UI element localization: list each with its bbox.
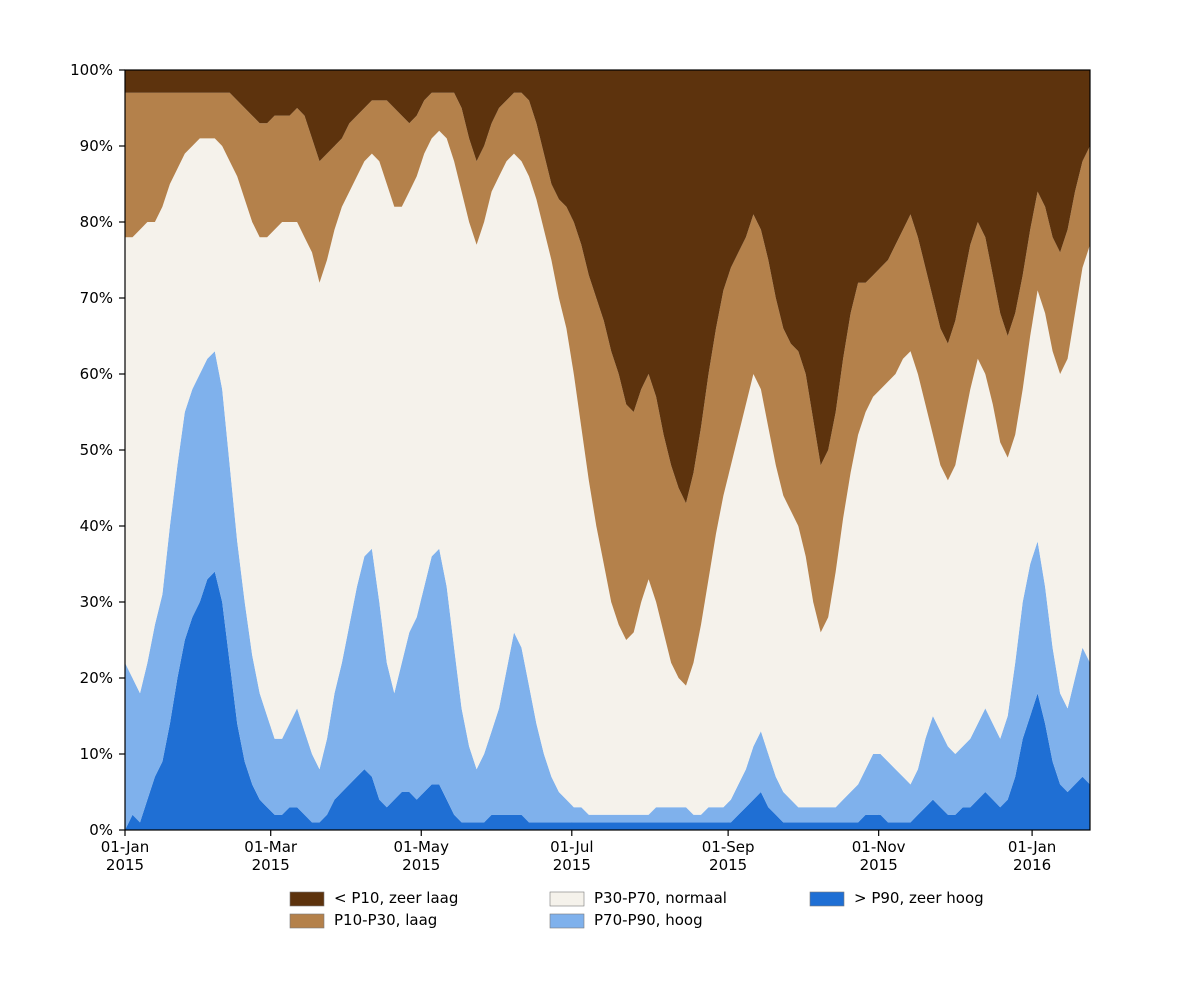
legend-label: P30-P70, normaal xyxy=(594,889,727,907)
legend-swatch xyxy=(290,892,324,906)
y-tick-label: 40% xyxy=(80,517,113,535)
y-tick-label: 20% xyxy=(80,669,113,687)
y-tick-label: 0% xyxy=(89,821,113,839)
legend-label: > P90, zeer hoog xyxy=(854,889,984,907)
y-tick-label: 10% xyxy=(80,745,113,763)
y-tick-label: 100% xyxy=(70,61,113,79)
legend-swatch xyxy=(810,892,844,906)
legend-label: P10-P30, laag xyxy=(334,911,437,929)
x-tick-label-line1: 01-Mar xyxy=(244,838,298,856)
x-tick-label-line2: 2015 xyxy=(106,856,144,874)
y-tick-label: 80% xyxy=(80,213,113,231)
x-tick-label-line1: 01-Jan xyxy=(1008,838,1056,856)
x-tick-label-line2: 2015 xyxy=(709,856,747,874)
y-tick-label: 90% xyxy=(80,137,113,155)
chart-svg: 0%10%20%30%40%50%60%70%80%90%100%01-Jan2… xyxy=(0,0,1200,1000)
y-tick-label: 70% xyxy=(80,289,113,307)
legend-label: < P10, zeer laag xyxy=(334,889,458,907)
x-tick-label-line1: 01-May xyxy=(393,838,449,856)
x-tick-label-line2: 2015 xyxy=(402,856,440,874)
x-tick-label-line2: 2016 xyxy=(1013,856,1051,874)
x-tick-label-line1: 01-Sep xyxy=(702,838,755,856)
legend-label: P70-P90, hoog xyxy=(594,911,703,929)
legend-swatch xyxy=(550,892,584,906)
x-tick-label-line2: 2015 xyxy=(860,856,898,874)
stacked-area-chart: 0%10%20%30%40%50%60%70%80%90%100%01-Jan2… xyxy=(0,0,1200,1000)
x-tick-label-line1: 01-Nov xyxy=(852,838,906,856)
legend-swatch xyxy=(550,914,584,928)
y-tick-label: 50% xyxy=(80,441,113,459)
y-tick-label: 60% xyxy=(80,365,113,383)
x-tick-label-line2: 2015 xyxy=(553,856,591,874)
legend-swatch xyxy=(290,914,324,928)
x-tick-label-line2: 2015 xyxy=(252,856,290,874)
x-tick-label-line1: 01-Jul xyxy=(550,838,593,856)
x-tick-label-line1: 01-Jan xyxy=(101,838,149,856)
y-tick-label: 30% xyxy=(80,593,113,611)
